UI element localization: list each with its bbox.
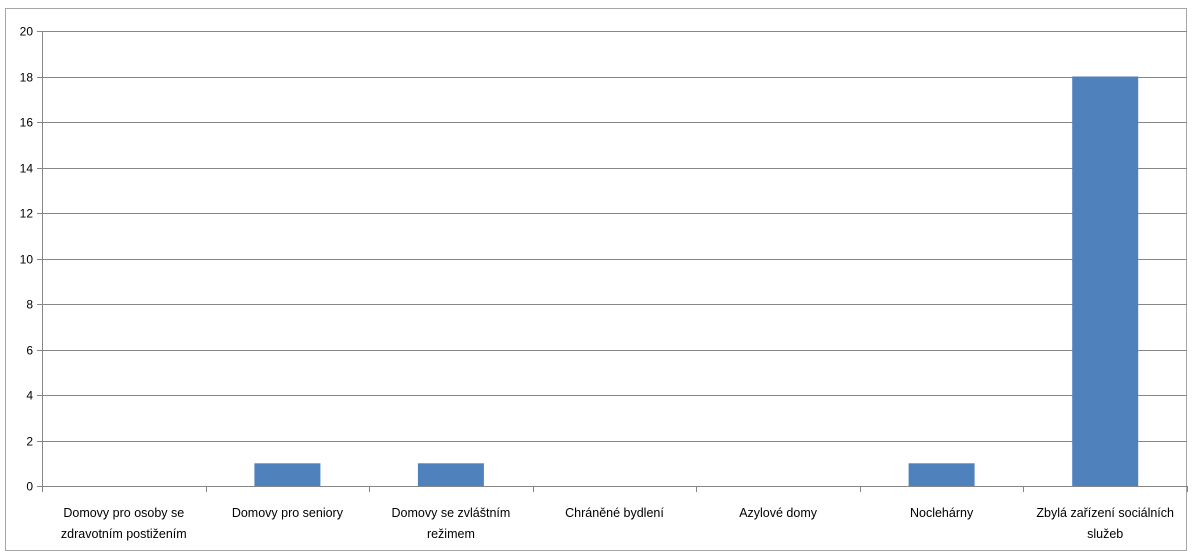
- bar-3: [417, 463, 484, 487]
- bar-6: [908, 463, 975, 487]
- x-tick-label-line: služeb: [1087, 527, 1123, 541]
- y-tick-label-18: 18: [20, 71, 34, 85]
- x-tick-label-7: Zbylá zařízení sociálních služeb: [1036, 506, 1174, 541]
- x-tick-label-line: režimem: [427, 527, 475, 541]
- y-tick-label-16: 16: [20, 116, 34, 130]
- x-tick-label-1: Domovy pro osoby se zdravotním postižením: [61, 506, 187, 541]
- x-tick-label-6: Noclehárny: [910, 506, 974, 520]
- bars: [254, 76, 1139, 487]
- bar-2: [254, 463, 321, 487]
- bar-7: [1072, 76, 1139, 486]
- x-tick-label-3: Domovy se zvláštním režimem: [392, 506, 511, 541]
- y-tick-label-14: 14: [20, 162, 34, 176]
- x-tick-label-line: Chráněné bydlení: [565, 506, 664, 520]
- x-tick-label-line: Azylové domy: [739, 506, 818, 520]
- y-tick-labels: 0 2 4 6 8 10 12 14 16 18 20: [20, 25, 34, 494]
- x-tick-label-5: Azylové domy: [739, 506, 818, 520]
- x-tick-label-line: Domovy se zvláštním: [392, 506, 511, 520]
- x-tick-label-4: Chráněné bydlení: [565, 506, 664, 520]
- gridlines: [42, 31, 1187, 442]
- x-tick-label-2: Domovy pro seniory: [232, 506, 344, 520]
- y-tick-label-4: 4: [26, 389, 33, 403]
- y-tick-label-12: 12: [20, 207, 34, 221]
- y-tick-label-6: 6: [26, 344, 33, 358]
- y-tick-label-8: 8: [26, 298, 33, 312]
- y-tick-label-10: 10: [20, 253, 34, 267]
- y-tick-label-20: 20: [20, 25, 34, 39]
- x-tick-label-line: Zbylá zařízení sociálních: [1036, 506, 1174, 520]
- x-tick-label-line: Noclehárny: [910, 506, 974, 520]
- x-tick-label-line: Domovy pro osoby se: [63, 506, 184, 520]
- x-tick-labels: Domovy pro osoby se zdravotním postižením…: [61, 506, 1174, 541]
- x-tick-label-line: zdravotním postižením: [61, 527, 187, 541]
- x-tick-label-line: Domovy pro seniory: [232, 506, 344, 520]
- axes: [37, 31, 1188, 492]
- y-tick-label-0: 0: [26, 480, 33, 494]
- y-tick-label-2: 2: [26, 435, 33, 449]
- chart-frame: [5, 8, 1187, 551]
